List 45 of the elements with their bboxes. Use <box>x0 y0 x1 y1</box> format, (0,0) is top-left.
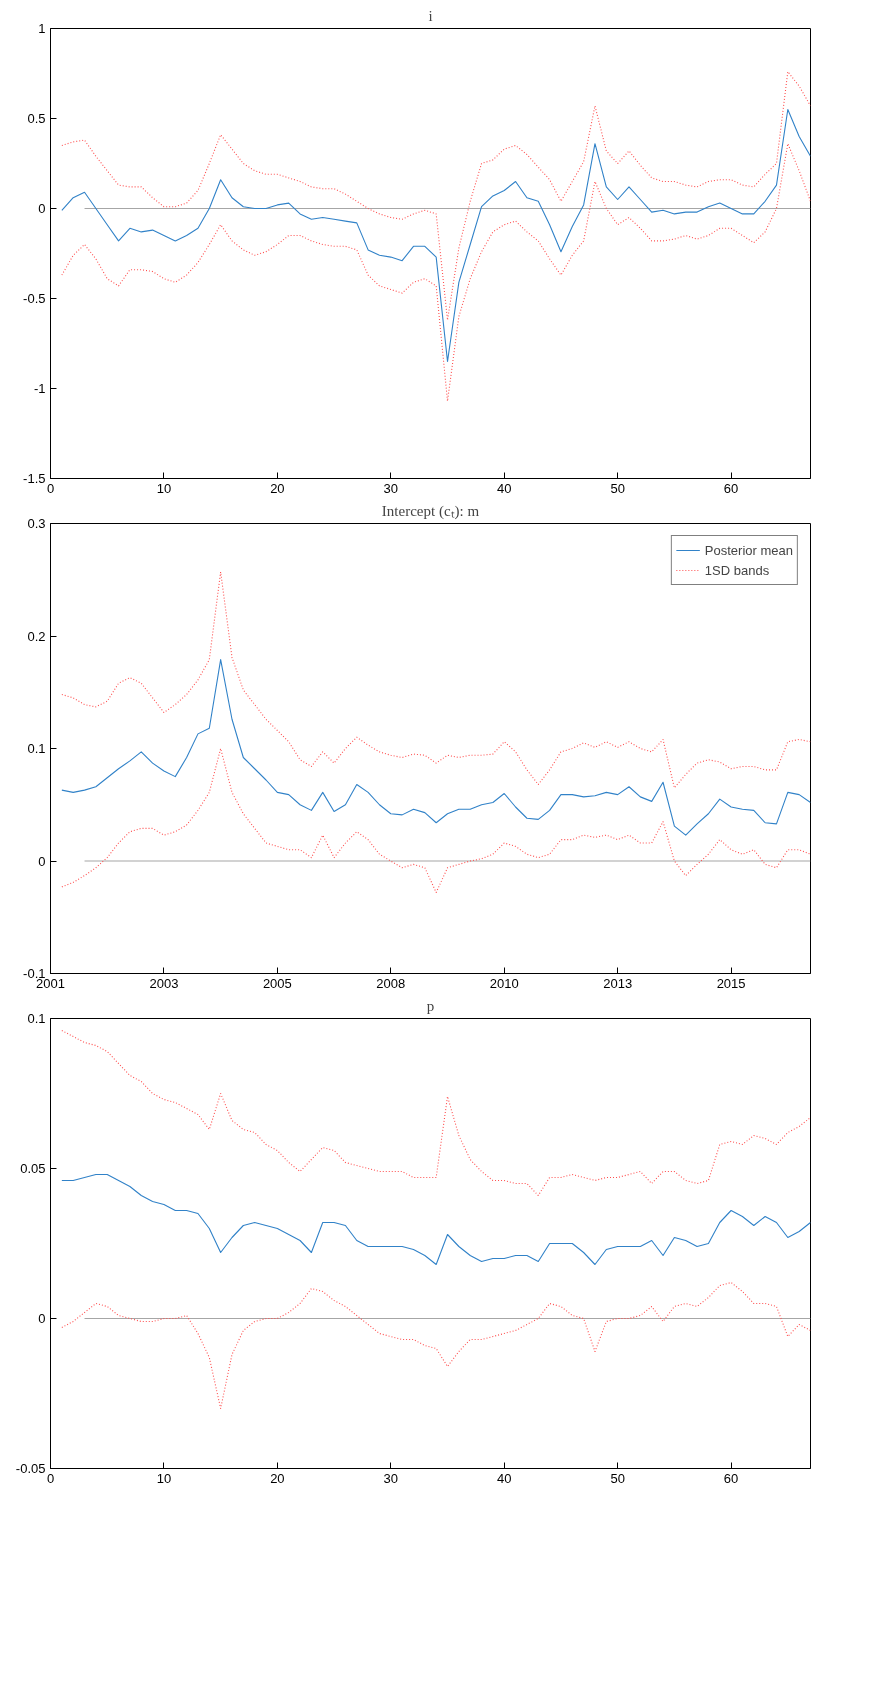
y-tick-label: 0.5 <box>27 111 46 126</box>
legend-label: Posterior mean <box>704 542 793 558</box>
x-tick-label: 50 <box>610 480 625 496</box>
x-tick-label: 30 <box>383 1470 399 1486</box>
y-tick-label: -0.05 <box>15 1461 46 1476</box>
y-tick-label: 0 <box>38 853 46 869</box>
line-series <box>61 108 811 363</box>
x-tick-label: 2003 <box>149 975 179 991</box>
x-tick-label: 2010 <box>489 975 519 991</box>
line-series <box>61 1029 811 1197</box>
line-series <box>61 747 811 894</box>
x-tick-label: 20 <box>270 1470 285 1486</box>
chart-title: Intercept (cₜ): m <box>381 502 480 520</box>
line-series <box>61 659 811 836</box>
x-tick-label: 40 <box>497 480 512 496</box>
x-tick-label: 10 <box>156 1470 172 1486</box>
y-tick-label: 1 <box>38 21 46 36</box>
y-tick-label: -1.5 <box>23 471 46 486</box>
y-tick-label: 0.05 <box>20 1161 46 1176</box>
legend-label: 1SD bands <box>704 562 770 578</box>
y-tick-label: 0.3 <box>27 516 46 531</box>
y-tick-label: -1 <box>33 381 46 396</box>
x-tick-label: 2015 <box>716 975 746 991</box>
x-tick-label: 10 <box>156 480 172 496</box>
line-series <box>61 143 811 402</box>
y-tick-label: 0.1 <box>27 741 46 756</box>
y-tick-label: 0 <box>38 1311 46 1326</box>
x-tick-label: 2008 <box>376 975 406 991</box>
y-tick-label: 0.2 <box>27 628 46 644</box>
chart-title: i <box>428 7 433 24</box>
x-tick-label: 2013 <box>603 975 633 991</box>
y-tick-label: 0.1 <box>27 1011 46 1026</box>
y-tick-label: 0 <box>38 201 46 216</box>
line-series <box>61 71 811 321</box>
x-tick-label: 30 <box>383 480 399 496</box>
x-tick-label: 60 <box>723 1470 739 1486</box>
chart-title: p <box>426 997 435 1014</box>
x-tick-label: 40 <box>497 1470 512 1486</box>
y-tick-label: -0.5 <box>23 291 46 306</box>
line-series <box>61 1281 811 1410</box>
line-series <box>61 1173 811 1266</box>
x-tick-label: 50 <box>610 1470 625 1486</box>
x-tick-label: 2005 <box>262 975 292 991</box>
x-tick-label: 20 <box>270 480 285 496</box>
x-tick-label: 60 <box>723 480 739 496</box>
